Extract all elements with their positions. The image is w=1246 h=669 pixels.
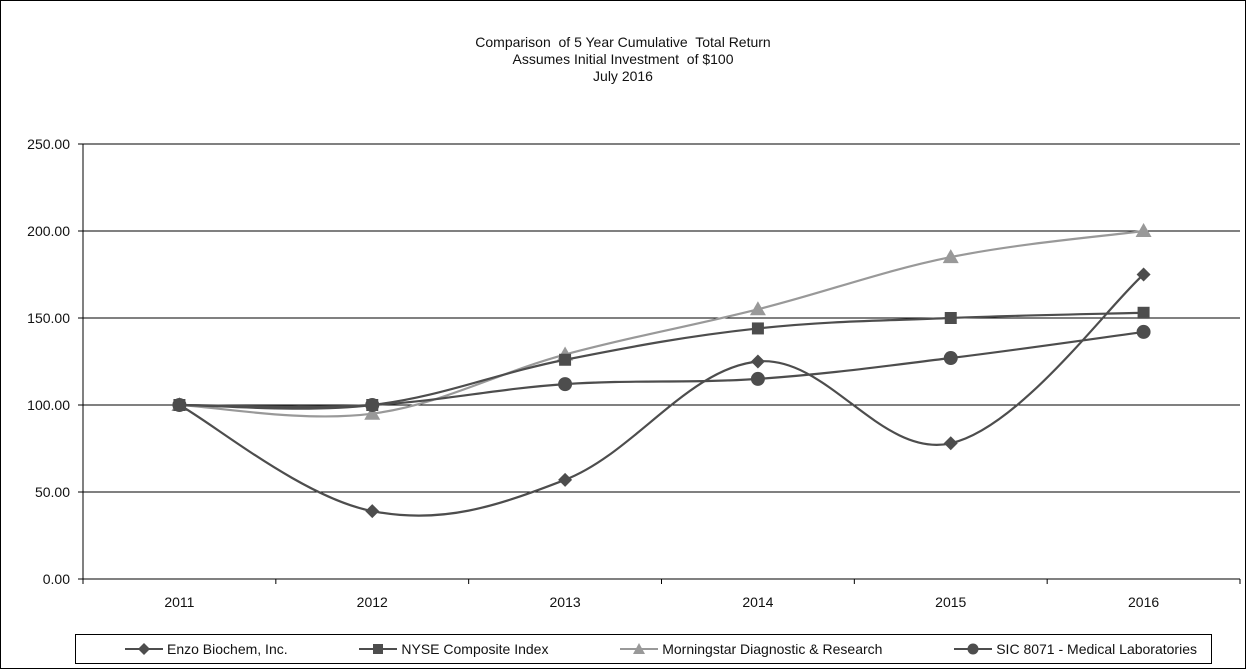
chart-title: Comparison of 5 Year Cumulative Total Re… <box>0 34 1246 85</box>
circle-marker <box>750 371 765 386</box>
square-marker <box>366 399 379 411</box>
x-tick-label: 2012 <box>357 594 388 610</box>
gridlines <box>83 143 1240 493</box>
diamond-marker <box>750 354 765 369</box>
triangle-marker <box>942 249 959 264</box>
series-line <box>178 273 1145 517</box>
circle-marker-icon <box>954 643 993 655</box>
legend-item-sic: SIC 8071 - Medical Laboratories <box>953 641 1197 657</box>
diamond-marker <box>558 472 573 487</box>
series-circle <box>172 324 1151 412</box>
x-tick-label: 2014 <box>742 594 773 610</box>
diamond-marker <box>365 504 380 519</box>
series-diamond <box>172 267 1151 519</box>
legend-item-nyse: NYSE Composite Index <box>358 641 548 657</box>
triangle-marker <box>364 405 381 420</box>
legend-item-enzo: Enzo Biochem, Inc. <box>124 641 288 657</box>
legend-label-nyse: NYSE Composite Index <box>401 641 549 657</box>
circle-marker <box>943 351 958 366</box>
circle-marker <box>558 377 573 392</box>
triangle-marker <box>1135 223 1152 237</box>
diamond-marker-icon <box>125 643 163 655</box>
series-square <box>173 306 1150 411</box>
y-tick-labels: 0.00 50.00 100.00 150.00 200.00 250.00 <box>27 136 70 587</box>
diamond-marker <box>1136 267 1151 282</box>
series-triangle <box>171 223 1152 420</box>
square-marker <box>1137 306 1150 319</box>
square-marker <box>944 312 957 324</box>
y-tick-label: 100.00 <box>27 397 70 413</box>
legend-label-enzo: Enzo Biochem, Inc. <box>167 641 288 657</box>
series-group <box>171 223 1152 519</box>
axes <box>78 143 1241 584</box>
square-marker <box>751 322 764 335</box>
x-tick-labels: 2011 2012 2013 2014 2015 2016 <box>164 594 1159 610</box>
x-tick-label: 2015 <box>935 594 966 610</box>
square-marker-icon <box>359 644 398 654</box>
circle-marker <box>1136 324 1151 339</box>
series-line <box>179 330 1144 408</box>
legend-item-morningstar: Morningstar Diagnostic & Research <box>619 641 882 657</box>
legend-label-morningstar: Morningstar Diagnostic & Research <box>662 641 883 657</box>
triangle-marker <box>749 301 766 316</box>
x-tick-label: 2016 <box>1128 594 1159 610</box>
legend-label-sic: SIC 8071 - Medical Laboratories <box>996 641 1197 657</box>
chart-title-line-3: July 2016 <box>593 68 653 84</box>
square-marker <box>559 353 572 366</box>
series-line <box>179 229 1144 418</box>
chart-title-line-1: Comparison of 5 Year Cumulative Total Re… <box>475 34 771 50</box>
chart-title-line-2: Assumes Initial Investment of $100 <box>512 51 734 67</box>
y-tick-label: 200.00 <box>27 223 70 239</box>
x-tick-label: 2013 <box>550 594 581 610</box>
x-tick-label: 2011 <box>164 594 194 610</box>
y-tick-label: 0.00 <box>43 571 70 587</box>
legend: Enzo Biochem, Inc. NYSE Composite Index … <box>75 634 1212 664</box>
y-tick-label: 150.00 <box>27 310 70 326</box>
y-tick-label: 250.00 <box>27 136 70 152</box>
diamond-marker <box>943 436 958 451</box>
diamond-marker <box>172 398 187 412</box>
y-tick-label: 50.00 <box>35 484 70 500</box>
triangle-marker-icon <box>620 643 659 654</box>
series-line <box>179 311 1144 410</box>
